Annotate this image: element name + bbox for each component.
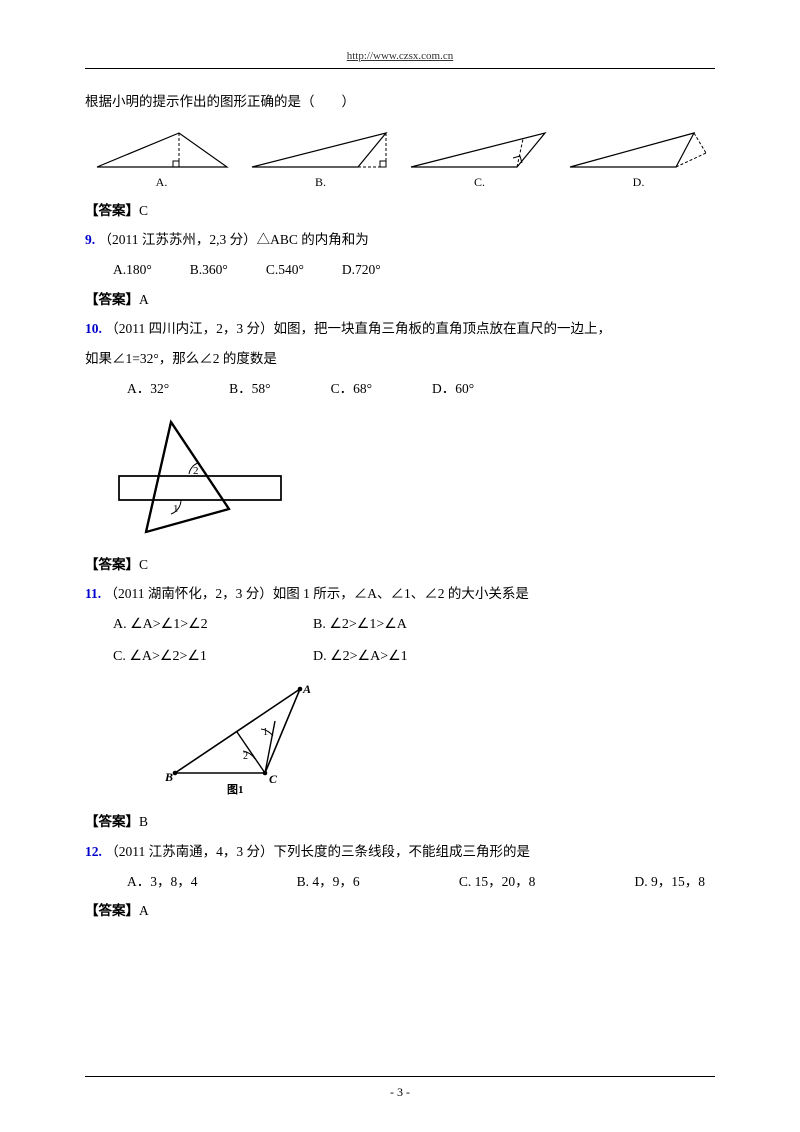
pretext: 根据小明的提示作出的图形正确的是（ ）: [85, 87, 715, 117]
q11-options: A. ∠A>∠1>∠2 B. ∠2>∠1>∠A C. ∠A>∠2>∠1 D. ∠…: [85, 609, 715, 673]
q11-opt-c: C. ∠A>∠2>∠1: [113, 641, 313, 673]
figure-row-q8: A. B. C. D.: [85, 125, 715, 190]
answer-label: 【答案】: [85, 903, 139, 918]
q9-opt-b: B.360°: [190, 255, 228, 285]
page-number: - 3 -: [0, 1085, 800, 1100]
q12-opt-c: C. 15，20，8: [459, 867, 536, 897]
q10-fig-label2: 2: [193, 465, 199, 477]
figure-d: D.: [562, 125, 715, 190]
q11-fig-cap: 图1: [227, 783, 244, 796]
q11-fig-l2: 2: [243, 751, 248, 762]
q12-line: 12. （2011 江苏南通，4，3 分）下列长度的三条线段，不能组成三角形的是: [85, 837, 715, 867]
q10-num: 10.: [85, 321, 102, 336]
q9-options: A.180° B.360° C.540° D.720°: [85, 255, 715, 285]
fig-a-label: A.: [85, 175, 238, 190]
q12-text: （2011 江苏南通，4，3 分）下列长度的三条线段，不能组成三角形的是: [105, 844, 530, 859]
q11-fig-C: C: [269, 772, 278, 786]
footer-line: [85, 1076, 715, 1077]
answer-12-val: A: [139, 903, 149, 918]
answer-label: 【答案】: [85, 814, 139, 829]
q10-options: A．32° B．58° C．68° D．60°: [85, 374, 715, 404]
q11-num: 11.: [85, 586, 101, 601]
q12-opt-b: B. 4，9，6: [297, 867, 360, 897]
fig-b-label: B.: [244, 175, 397, 190]
q11-opt-a: A. ∠A>∠1>∠2: [113, 609, 313, 641]
q11-figure: 1 2 A B C 图1: [165, 681, 715, 801]
answer-10: 【答案】C: [85, 550, 715, 580]
q11-line: 11. （2011 湖南怀化，2，3 分）如图 1 所示，∠A、∠1、∠2 的大…: [85, 579, 715, 609]
answer-label: 【答案】: [85, 557, 139, 572]
q12-num: 12.: [85, 844, 102, 859]
fig-d-label: D.: [562, 175, 715, 190]
q10-line1: 10. （2011 四川内江，2，3 分）如图，把一块直角三角板的直角顶点放在直…: [85, 314, 715, 344]
answer-label: 【答案】: [85, 292, 139, 307]
q10-fig-label1: 1: [173, 503, 179, 515]
answer-8-val: C: [139, 203, 148, 218]
answer-12: 【答案】A: [85, 896, 715, 926]
q10-opt-a: A．32°: [127, 374, 169, 404]
q9-text: （2011 江苏苏州，2,3 分）△ABC 的内角和为: [99, 232, 369, 247]
q11-opt-d: D. ∠2>∠A>∠1: [313, 641, 408, 673]
q9-opt-a: A.180°: [113, 255, 152, 285]
q12-opt-a: A．3，8，4: [127, 867, 198, 897]
answer-11-val: B: [139, 814, 148, 829]
q9-opt-d: D.720°: [342, 255, 381, 285]
q11-opt-b: B. ∠2>∠1>∠A: [313, 609, 407, 641]
q9-num: 9.: [85, 232, 95, 247]
q10-opt-c: C．68°: [331, 374, 372, 404]
q10-line2: 如果∠1=32°，那么∠2 的度数是: [85, 344, 715, 374]
answer-8: 【答案】C: [85, 196, 715, 226]
figure-a: A.: [85, 125, 238, 190]
answer-11: 【答案】B: [85, 807, 715, 837]
figure-b: B.: [244, 125, 397, 190]
q10-opt-d: D．60°: [432, 374, 474, 404]
answer-label: 【答案】: [85, 203, 139, 218]
fig-c-label: C.: [403, 175, 556, 190]
q11-fig-A: A: [302, 682, 311, 696]
q12-options: A．3，8，4 B. 4，9，6 C. 15，20，8 D. 9，15，8: [85, 867, 715, 897]
q10-text1: （2011 四川内江，2，3 分）如图，把一块直角三角板的直角顶点放在直尺的一边…: [105, 321, 611, 336]
q10-opt-b: B．58°: [229, 374, 270, 404]
q12-opt-d: D. 9，15，8: [635, 867, 706, 897]
answer-9: 【答案】A: [85, 285, 715, 315]
figure-c: C.: [403, 125, 556, 190]
q11-fig-l1: 1: [263, 727, 268, 738]
answer-9-val: A: [139, 292, 149, 307]
header-url: http://www.czsx.com.cn: [85, 50, 715, 69]
q11-text: （2011 湖南怀化，2，3 分）如图 1 所示，∠A、∠1、∠2 的大小关系是: [105, 586, 529, 601]
q11-fig-B: B: [165, 770, 173, 784]
q9-line: 9. （2011 江苏苏州，2,3 分）△ABC 的内角和为: [85, 225, 715, 255]
q9-opt-c: C.540°: [266, 255, 304, 285]
q10-figure: 1 2: [111, 414, 715, 544]
answer-10-val: C: [139, 557, 148, 572]
